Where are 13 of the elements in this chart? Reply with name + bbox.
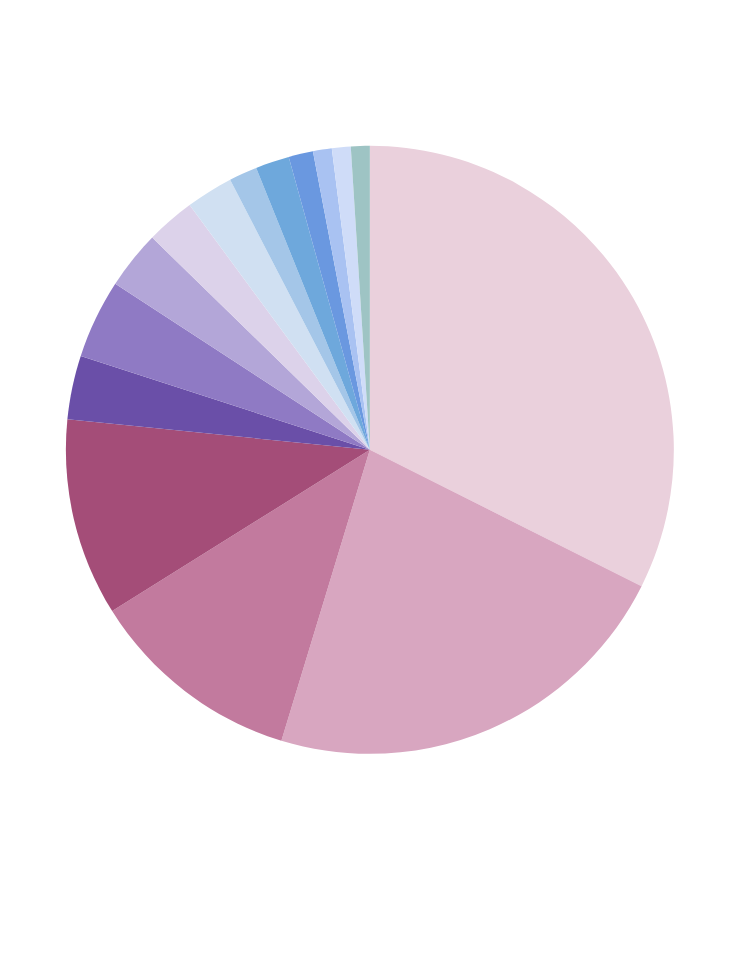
pie-slice <box>256 156 370 450</box>
pie-slice <box>281 449 642 754</box>
pie-slice <box>288 151 370 450</box>
pie-slice <box>80 283 370 450</box>
pie-slice <box>350 145 370 450</box>
pie-slice <box>112 449 370 741</box>
pie-slice <box>369 145 674 587</box>
pie-slice <box>67 355 370 450</box>
pie-slice <box>189 179 370 450</box>
pie-slice <box>115 237 370 450</box>
pie-slice <box>331 146 370 450</box>
pie-slice <box>152 205 370 450</box>
pie-slice <box>65 419 370 612</box>
